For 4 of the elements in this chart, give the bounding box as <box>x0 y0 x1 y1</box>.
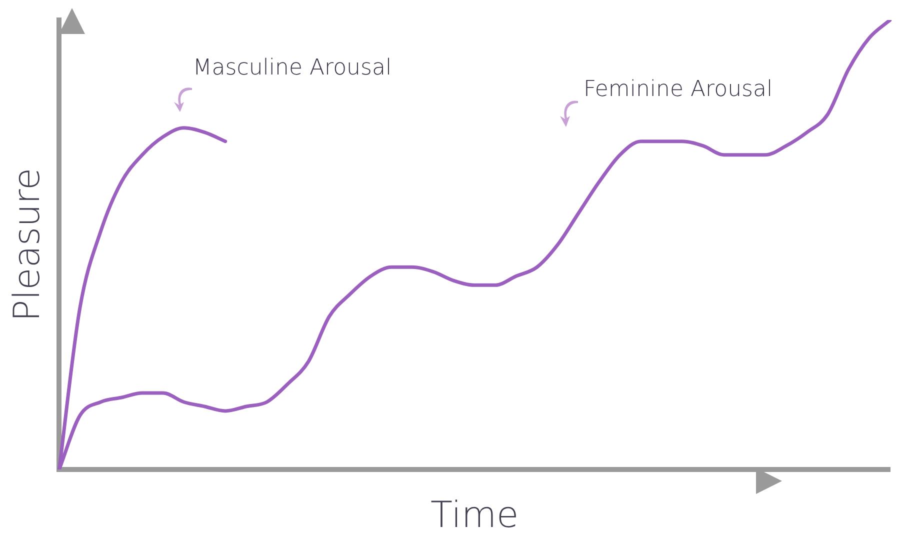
text: Feminine Arousal <box>583 76 773 102</box>
y-axis-title: Pleasure <box>6 168 48 322</box>
text: Masculine Arousal <box>192 56 392 81</box>
x-axis-title: Time <box>430 494 519 536</box>
